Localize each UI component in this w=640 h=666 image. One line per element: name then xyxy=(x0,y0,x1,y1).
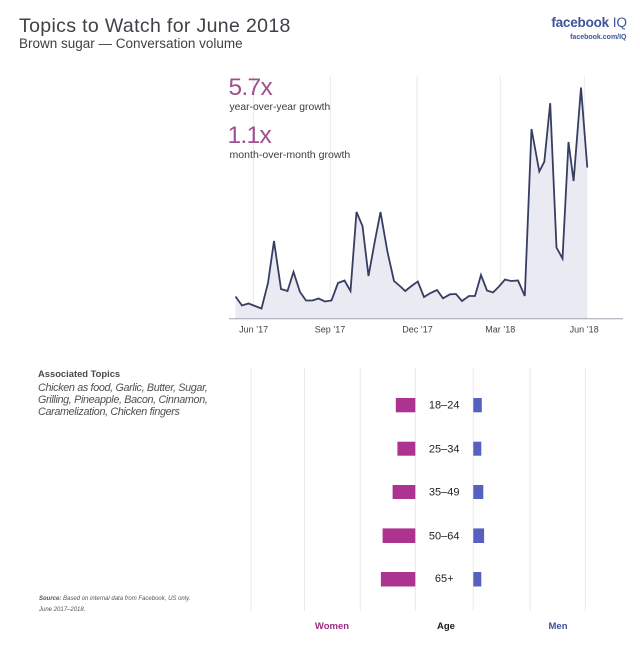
svg-text:Sep ’17: Sep ’17 xyxy=(315,325,346,335)
svg-text:Mar ’18: Mar ’18 xyxy=(485,325,515,335)
svg-text:18–24: 18–24 xyxy=(429,400,460,412)
svg-text:25–34: 25–34 xyxy=(429,444,460,456)
svg-text:35–49: 35–49 xyxy=(429,487,460,499)
svg-text:Jun ’18: Jun ’18 xyxy=(570,325,599,335)
svg-text:Dec ’17: Dec ’17 xyxy=(402,325,433,335)
svg-text:50–64: 50–64 xyxy=(429,530,460,542)
svg-text:Jun ’17: Jun ’17 xyxy=(239,325,268,335)
svg-text:65+: 65+ xyxy=(435,573,454,585)
